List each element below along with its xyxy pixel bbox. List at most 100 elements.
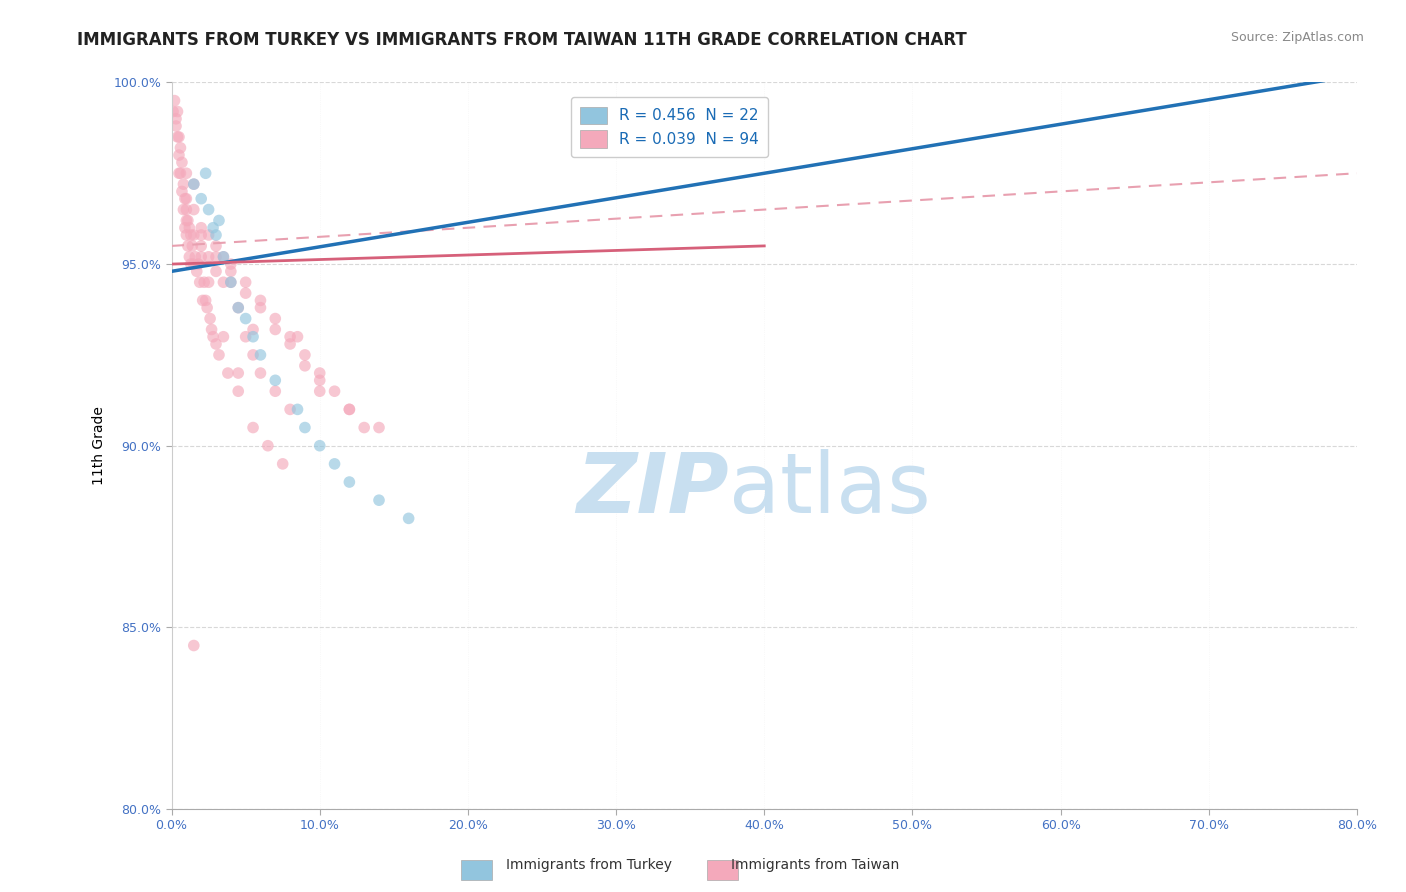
Point	[176, 227, 198, 242]
Text: Source: ZipAtlas.com: Source: ZipAtlas.com	[1230, 31, 1364, 45]
Point	[398, 511, 420, 525]
Point	[294, 348, 316, 362]
Point	[200, 322, 222, 336]
Point	[287, 402, 309, 417]
Point	[202, 330, 225, 344]
Point	[180, 227, 202, 242]
Text: atlas: atlas	[728, 449, 931, 530]
Point	[183, 177, 205, 191]
Point	[202, 220, 225, 235]
Point	[264, 384, 287, 399]
Point	[208, 348, 231, 362]
Point	[163, 94, 186, 108]
Point	[195, 301, 218, 315]
Point	[181, 239, 204, 253]
Point	[170, 155, 193, 169]
Point	[165, 112, 187, 126]
Point	[235, 286, 257, 301]
Point	[205, 250, 228, 264]
Point	[212, 250, 235, 264]
FancyBboxPatch shape	[461, 860, 492, 880]
Point	[205, 227, 228, 242]
Point	[257, 439, 280, 453]
Point	[212, 330, 235, 344]
Point	[368, 493, 391, 508]
Y-axis label: 11th Grade: 11th Grade	[93, 406, 107, 485]
Point	[183, 227, 205, 242]
Point	[249, 348, 271, 362]
Point	[212, 250, 235, 264]
Point	[197, 227, 219, 242]
Point	[172, 202, 194, 217]
Point	[242, 348, 264, 362]
Point	[235, 330, 257, 344]
Point	[169, 141, 191, 155]
Point	[337, 475, 360, 489]
Point	[190, 227, 212, 242]
Point	[167, 166, 190, 180]
Point	[193, 275, 215, 289]
Point	[212, 275, 235, 289]
Point	[190, 220, 212, 235]
Point	[197, 275, 219, 289]
Point	[249, 293, 271, 308]
Point	[278, 402, 301, 417]
Point	[176, 202, 198, 217]
Point	[323, 457, 346, 471]
Point	[183, 257, 205, 271]
Point	[271, 457, 294, 471]
Point	[183, 639, 205, 653]
Point	[287, 330, 309, 344]
Point	[368, 420, 391, 434]
Point	[174, 192, 197, 206]
Point	[226, 301, 249, 315]
Point	[177, 213, 200, 227]
Point	[249, 366, 271, 380]
Point	[184, 250, 207, 264]
Point	[249, 301, 271, 315]
Point	[176, 192, 198, 206]
Point	[353, 420, 375, 434]
Point	[308, 384, 330, 399]
Point	[183, 202, 205, 217]
Point	[242, 322, 264, 336]
Text: IMMIGRANTS FROM TURKEY VS IMMIGRANTS FROM TAIWAN 11TH GRADE CORRELATION CHART: IMMIGRANTS FROM TURKEY VS IMMIGRANTS FRO…	[77, 31, 967, 49]
Point	[198, 311, 221, 326]
Point	[190, 192, 212, 206]
Point	[242, 420, 264, 434]
Text: ZIP: ZIP	[576, 449, 728, 530]
Point	[180, 257, 202, 271]
Point	[235, 311, 257, 326]
Point	[205, 337, 228, 351]
Point	[169, 166, 191, 180]
Point	[197, 202, 219, 217]
Point	[176, 213, 198, 227]
Point	[170, 185, 193, 199]
Point	[264, 322, 287, 336]
Point	[219, 264, 242, 278]
Point	[165, 119, 187, 133]
Point	[167, 148, 190, 162]
Point	[194, 293, 217, 308]
Point	[190, 250, 212, 264]
Point	[197, 250, 219, 264]
Point	[278, 337, 301, 351]
Point	[183, 177, 205, 191]
Point	[208, 213, 231, 227]
Point	[194, 166, 217, 180]
Point	[976, 68, 998, 82]
Point	[219, 257, 242, 271]
Point	[172, 177, 194, 191]
Point	[226, 384, 249, 399]
Point	[226, 366, 249, 380]
Point	[278, 330, 301, 344]
FancyBboxPatch shape	[707, 860, 738, 880]
Point	[264, 373, 287, 387]
Point	[187, 257, 209, 271]
Point	[188, 275, 211, 289]
Point	[308, 366, 330, 380]
Point	[226, 301, 249, 315]
Point	[219, 275, 242, 289]
Point	[166, 104, 188, 119]
Point	[177, 239, 200, 253]
